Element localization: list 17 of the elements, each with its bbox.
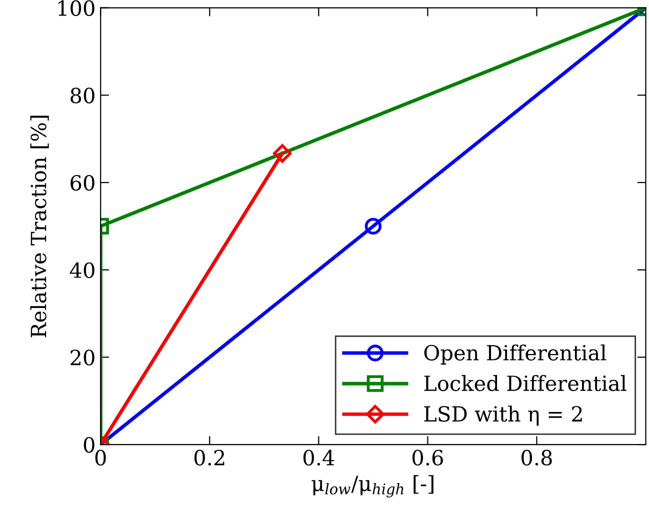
y-tick-label: 20 (70, 350, 94, 366)
y-tick-label: 60 (70, 174, 94, 191)
legend-label: LSD with η = 2 (424, 406, 582, 426)
legend-label: Locked Differential (424, 375, 626, 392)
x-tick-label: 0 (95, 450, 106, 466)
x-tick-label: 0.8 (522, 450, 552, 466)
y-tick-label: 100 (58, 0, 94, 16)
y-tick-label: 80 (70, 88, 94, 104)
x-tick-label: 0.6 (412, 450, 443, 466)
point (364, 218, 382, 235)
y-tick-label: 40 (70, 262, 94, 278)
y-axis-title: Relative Traction [%] (30, 116, 49, 338)
x-axis-title: μ$_{low}$/μ$_{high}$ [-] (312, 475, 434, 498)
x-tick-label: 0.2 (194, 450, 224, 466)
legend-label: Open Differential (424, 344, 606, 365)
x-tick-label: 0.4 (303, 450, 334, 466)
y-tick-label: 0 (84, 437, 94, 453)
